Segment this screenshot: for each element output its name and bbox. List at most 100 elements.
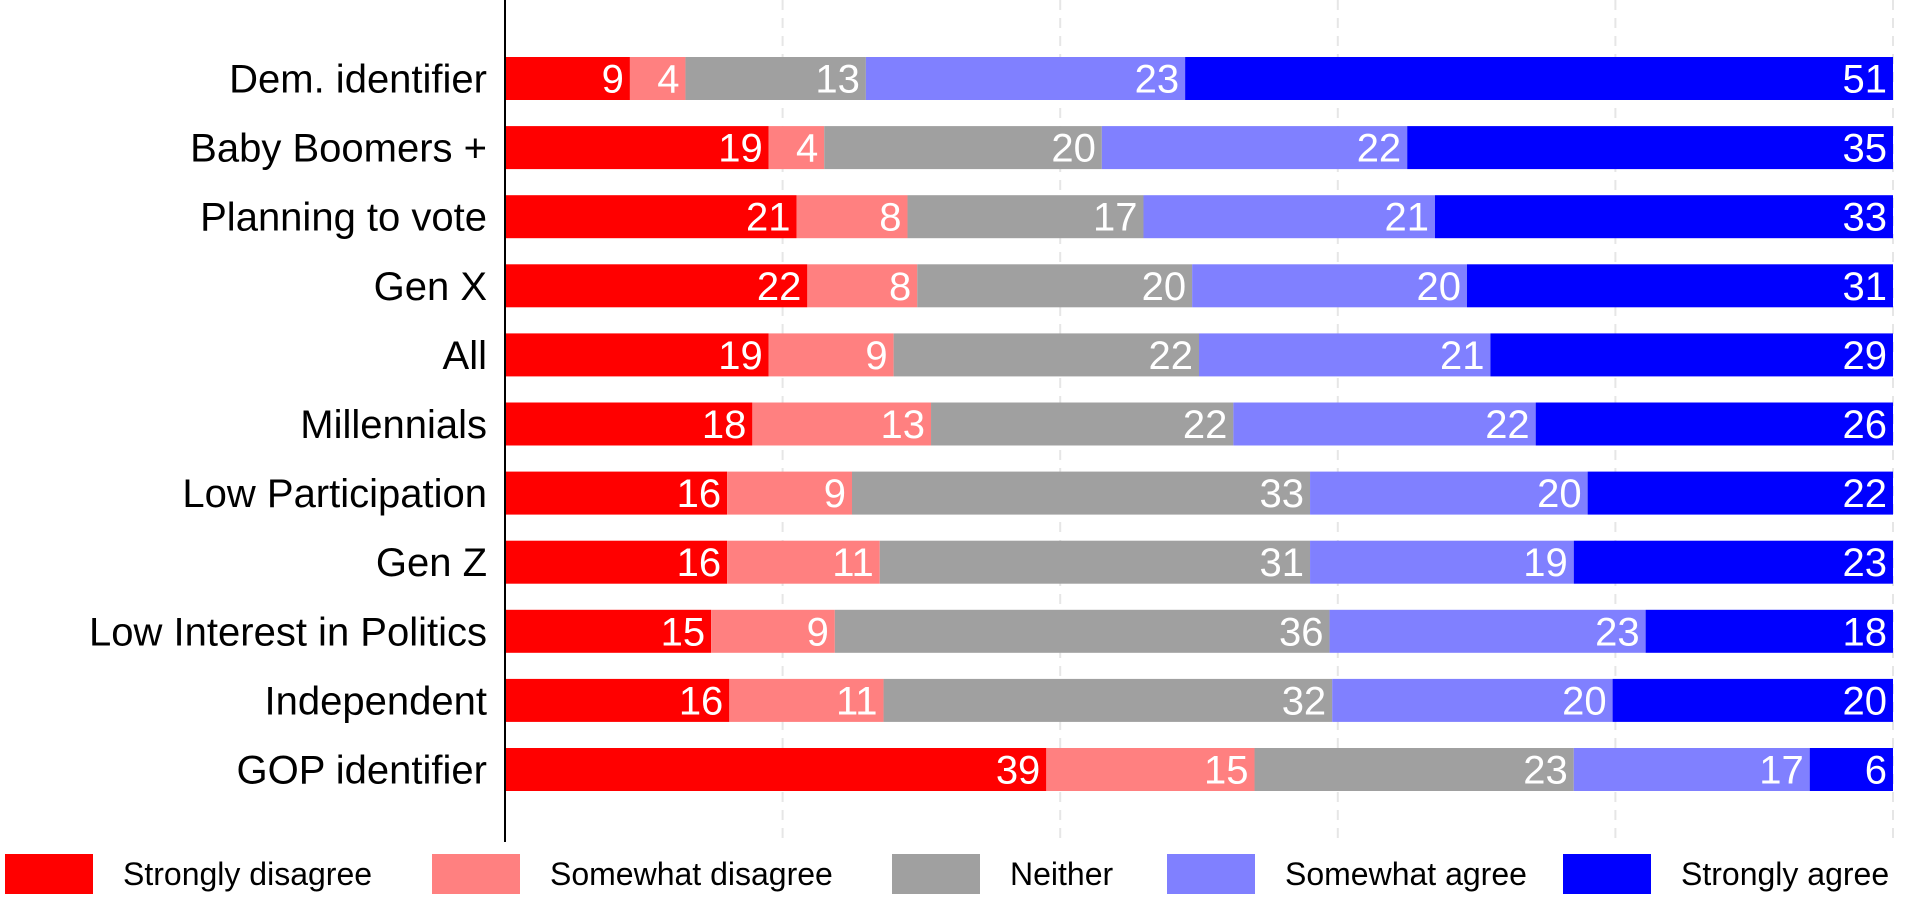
bar-segment-strongly-disagree: [505, 540, 728, 584]
bar-segment-somewhat-disagree: [711, 609, 835, 653]
bar-segment-somewhat-agree: [1192, 264, 1467, 308]
bar-value-label: 29: [1843, 334, 1888, 378]
legend-label: Somewhat agree: [1285, 856, 1527, 892]
bar-segment-somewhat-disagree: [796, 195, 908, 239]
bar-segment-neither: [917, 264, 1193, 308]
bar-segment-strongly-agree: [1407, 126, 1893, 170]
bar-value-label: 32: [1282, 679, 1327, 723]
bar-segment-somewhat-agree: [1310, 540, 1574, 584]
bar-segment-strongly-agree: [1587, 471, 1893, 515]
bar-value-label: 33: [1260, 472, 1305, 516]
bar-value-label: 51: [1843, 58, 1888, 102]
bar-segment-neither: [907, 195, 1144, 239]
bar-value-label: 4: [796, 127, 818, 171]
bar-segment-strongly-disagree: [505, 402, 753, 446]
bar-segment-somewhat-agree: [1573, 748, 1810, 791]
bar-segment-somewhat-disagree: [729, 678, 884, 722]
bar-row: 16 9 33 20 22: [505, 471, 1893, 516]
bar-value-label: 19: [718, 334, 763, 378]
bar-value-label: 39: [996, 749, 1041, 793]
bar-value-label: 23: [1135, 58, 1180, 102]
bar-value-label: 20: [1562, 679, 1607, 723]
bar-segment-strongly-agree: [1612, 678, 1893, 722]
bar-value-label: 16: [679, 679, 724, 723]
bar-segment-strongly-agree: [1645, 609, 1893, 653]
bar-value-label: 13: [881, 403, 926, 447]
bar-segment-somewhat-disagree: [629, 57, 686, 100]
category-label: GOP identifier: [237, 749, 488, 793]
bar-value-label: 4: [657, 58, 679, 102]
bar-row: 21 8 17 21 33: [505, 195, 1893, 240]
bar-segment-somewhat-agree: [1199, 333, 1491, 377]
bar-segment-somewhat-agree: [1310, 471, 1588, 515]
legend-swatch: [1563, 854, 1651, 894]
bar-segment-strongly-disagree: [505, 195, 797, 239]
category-label: Independent: [265, 679, 487, 723]
bar-value-label: 21: [1384, 196, 1429, 240]
bar-value-label: 22: [1357, 127, 1402, 171]
bar-value-label: 15: [661, 610, 706, 654]
legend-label: Somewhat disagree: [550, 856, 833, 892]
bar-value-label: 16: [677, 541, 722, 585]
legend-item-somewhat-agree: Somewhat agree: [1167, 854, 1527, 894]
bar-value-label: 11: [832, 541, 874, 585]
bar-segment-strongly-disagree: [505, 609, 712, 653]
bar-segment-neither: [1254, 748, 1574, 791]
category-label: Gen X: [374, 265, 487, 309]
bar-value-label: 23: [1843, 541, 1888, 585]
bar-value-label: 8: [879, 196, 901, 240]
bar-segment-neither: [883, 678, 1333, 722]
bar-value-label: 22: [1843, 472, 1888, 516]
bar-segment-somewhat-disagree: [768, 333, 894, 377]
legend-swatch: [892, 854, 980, 894]
bar-row: 16 11 32 20 20: [505, 678, 1893, 723]
bar-segment-strongly-disagree: [505, 264, 808, 308]
legend: Strongly disagree Somewhat disagree Neithe…: [5, 854, 1889, 894]
bar-segment-strongly-disagree: [505, 471, 728, 515]
bar-segment-neither: [685, 57, 866, 100]
bar-segment-strongly-agree: [1434, 195, 1893, 239]
bar-value-label: 8: [889, 265, 911, 309]
bar-segment-somewhat-disagree: [727, 471, 852, 515]
bar-segment-strongly-agree: [1466, 264, 1893, 308]
bar-value-label: 19: [718, 127, 763, 171]
legend-swatch: [432, 854, 520, 894]
legend-item-neither: Neither: [892, 854, 1114, 894]
legend-swatch: [1167, 854, 1255, 894]
bar-segment-strongly-agree: [1185, 57, 1893, 100]
legend-label: Strongly agree: [1681, 856, 1889, 892]
bar-segment-neither: [879, 540, 1311, 584]
bar-value-label: 18: [1843, 610, 1888, 654]
bar-row: 18 13 22 22 26: [505, 402, 1893, 447]
bar-value-label: 22: [1149, 334, 1194, 378]
bar-value-label: 21: [1440, 334, 1485, 378]
bar-value-label: 22: [757, 265, 802, 309]
bar-segment-strongly-disagree: [505, 126, 769, 170]
bar-row: 9 4 13 23 51: [505, 57, 1893, 102]
bar-value-label: 18: [702, 403, 747, 447]
bar-segment-somewhat-agree: [1143, 195, 1435, 239]
bar-value-label: 17: [1093, 196, 1138, 240]
bar-segment-somewhat-agree: [1332, 678, 1613, 722]
bar-row: 22 8 20 20 31: [505, 264, 1893, 309]
legend-item-somewhat-disagree: Somewhat disagree: [432, 854, 833, 894]
bar-row: 16 11 31 19 23: [505, 540, 1893, 585]
bar-value-label: 21: [746, 196, 791, 240]
bar-row: 15 9 36 23 18: [505, 609, 1893, 654]
bar-value-label: 23: [1595, 610, 1640, 654]
bar-value-label: 9: [602, 58, 624, 102]
bar-value-label: 16: [677, 472, 722, 516]
bar-segment-somewhat-agree: [1329, 609, 1646, 653]
bar-value-label: 6: [1865, 749, 1887, 793]
bar-value-label: 20: [1843, 679, 1888, 723]
bar-segment-strongly-disagree: [505, 748, 1047, 791]
bar-segment-strongly-disagree: [505, 57, 630, 100]
bar-value-label: 20: [1537, 472, 1582, 516]
bar-value-label: 31: [1843, 265, 1888, 309]
category-label: Millennials: [300, 403, 487, 447]
bar-segment-strongly-agree: [1573, 540, 1893, 584]
legend-swatch: [5, 854, 93, 894]
bar-segment-somewhat-disagree: [768, 126, 825, 170]
